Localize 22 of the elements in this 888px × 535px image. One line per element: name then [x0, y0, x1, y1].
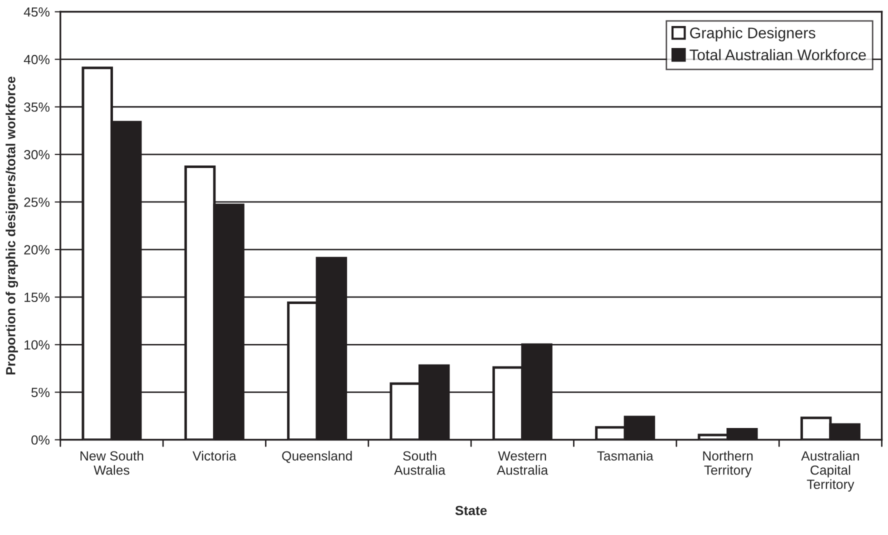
x-tick-label: Western Australia	[496, 451, 548, 475]
y-tick-label: 25%	[24, 198, 50, 207]
y-tick-label: 20%	[24, 245, 50, 254]
y-tick-label: 5%	[31, 388, 50, 398]
x-tick-label: Victoria	[192, 450, 236, 461]
y-axis-title: Proportion of graphic designers/total workforce	[6, 76, 18, 374]
y-tick-label: 15%	[24, 292, 50, 302]
y-tick-label: 35%	[24, 102, 50, 112]
y-tick-label: 40%	[24, 54, 50, 64]
legend-label: Total Australian Workforce	[690, 49, 866, 60]
x-axis-title: State	[455, 506, 487, 516]
legend-label: Graphic Designers	[690, 27, 816, 42]
x-tick-label: Tasmania	[597, 450, 654, 461]
x-tick-label: Australian Capital Territory	[801, 450, 859, 492]
x-tick-label: South Australia	[394, 450, 446, 475]
y-tick-label: 30%	[24, 150, 50, 160]
x-tick-label: Northern Territory	[703, 450, 753, 478]
y-tick-label: 45%	[24, 7, 50, 17]
y-tick-label: 0%	[31, 435, 50, 445]
x-tick-label: New South Wales	[80, 450, 144, 475]
x-tick-label: Queensland	[282, 450, 352, 463]
y-tick-label: 10%	[24, 340, 50, 350]
